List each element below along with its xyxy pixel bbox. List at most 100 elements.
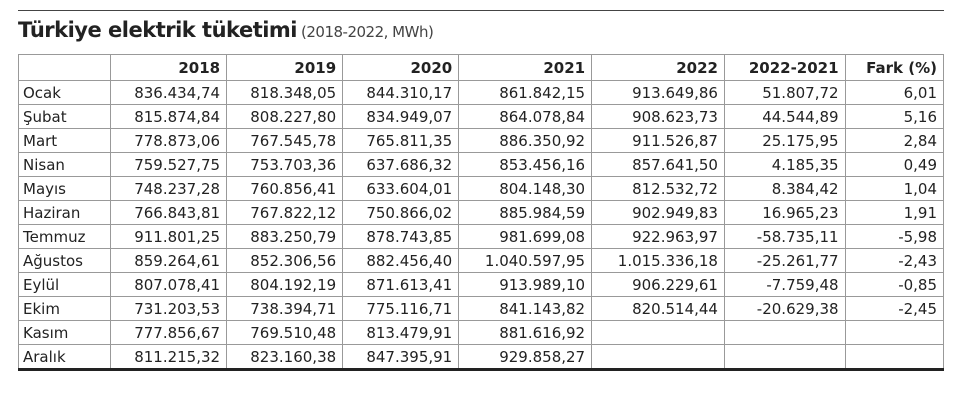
header-row: 2018 2019 2020 2021 2022 2022-2021 Fark (%) xyxy=(18,54,945,81)
cell: 767.545,78 xyxy=(226,128,344,153)
top-rule xyxy=(18,10,944,11)
cell: 5,16 xyxy=(844,104,945,129)
title-block: Türkiye elektrik tüketimi (2018-2022, MWh… xyxy=(18,18,434,42)
title: Türkiye elektrik tüketimi xyxy=(18,18,298,42)
cell: 765.811,35 xyxy=(342,128,460,153)
cell: 777.856,67 xyxy=(109,320,228,345)
cell: 834.949,07 xyxy=(342,104,460,129)
cell: -5,98 xyxy=(844,224,945,249)
cell: 804.148,30 xyxy=(458,176,593,201)
table-row: Ocak 836.434,74 818.348,05 844.310,17 861.84… xyxy=(18,80,945,105)
empty-cell xyxy=(723,320,846,345)
cell: 908.623,73 xyxy=(591,104,725,129)
row-label: Mart xyxy=(18,128,111,153)
cell: 748.237,28 xyxy=(109,176,228,201)
cell: 820.514,44 xyxy=(591,296,725,321)
cell: 738.394,71 xyxy=(226,296,344,321)
column-header: 2018 xyxy=(109,54,228,81)
cell: 852.306,56 xyxy=(226,248,344,273)
table-row: Şubat 815.874,84 808.227,80 834.949,07 864.0… xyxy=(18,104,945,129)
cell: 637.686,32 xyxy=(342,152,460,177)
cell: 1,04 xyxy=(844,176,945,201)
cell: 1,91 xyxy=(844,200,945,225)
cell: 2,84 xyxy=(844,128,945,153)
cell: 823.160,38 xyxy=(226,344,344,370)
cell: 853.456,16 xyxy=(458,152,593,177)
cell: -20.629,38 xyxy=(723,296,846,321)
cell: 44.544,89 xyxy=(723,104,846,129)
cell: 767.822,12 xyxy=(226,200,344,225)
row-label: Aralık xyxy=(18,344,111,370)
cell: 841.143,82 xyxy=(458,296,593,321)
cell: 759.527,75 xyxy=(109,152,228,177)
cell: -2,45 xyxy=(844,296,945,321)
row-label: Ocak xyxy=(18,80,111,105)
cell: -58.735,11 xyxy=(723,224,846,249)
cell: 847.395,91 xyxy=(342,344,460,370)
cell: 8.384,42 xyxy=(723,176,846,201)
cell: 812.532,72 xyxy=(591,176,725,201)
cell: 1.015.336,18 xyxy=(591,248,725,273)
table-row: Haziran 766.843,81 767.822,12 750.866,02 885… xyxy=(18,200,945,225)
cell: 911.526,87 xyxy=(591,128,725,153)
cell: 922.963,97 xyxy=(591,224,725,249)
cell: 731.203,53 xyxy=(109,296,228,321)
empty-cell xyxy=(844,320,945,345)
table-row: Mayıs 748.237,28 760.856,41 633.604,01 804.1… xyxy=(18,176,945,201)
column-header: 2022-2021 xyxy=(723,54,846,81)
cell: 766.843,81 xyxy=(109,200,228,225)
cell: 906.229,61 xyxy=(591,272,725,297)
row-label: Kasım xyxy=(18,320,111,345)
empty-cell xyxy=(591,320,725,345)
row-label: Ekim xyxy=(18,296,111,321)
cell: 981.699,08 xyxy=(458,224,593,249)
cell: 808.227,80 xyxy=(226,104,344,129)
cell: 778.873,06 xyxy=(109,128,228,153)
table-row: Ekim 731.203,53 738.394,71 775.116,71 841.14… xyxy=(18,296,945,321)
table-row: Eylül 807.078,41 804.192,19 871.613,41 913.9… xyxy=(18,272,945,297)
row-label: Şubat xyxy=(18,104,111,129)
cell: 878.743,85 xyxy=(342,224,460,249)
cell: -7.759,48 xyxy=(723,272,846,297)
cell: 911.801,25 xyxy=(109,224,228,249)
cell: 885.984,59 xyxy=(458,200,593,225)
cell: 857.641,50 xyxy=(591,152,725,177)
cell: 929.858,27 xyxy=(458,344,593,370)
cell: 902.949,83 xyxy=(591,200,725,225)
table-row: Nisan 759.527,75 753.703,36 637.686,32 853.4… xyxy=(18,152,945,177)
cell: 913.989,10 xyxy=(458,272,593,297)
cell: 807.078,41 xyxy=(109,272,228,297)
cell: 811.215,32 xyxy=(109,344,228,370)
cell: 0,49 xyxy=(844,152,945,177)
cell: 913.649,86 xyxy=(591,80,725,105)
empty-cell xyxy=(723,344,846,370)
cell: 883.250,79 xyxy=(226,224,344,249)
cell: -2,43 xyxy=(844,248,945,273)
cell: 1.040.597,95 xyxy=(458,248,593,273)
cell: 51.807,72 xyxy=(723,80,846,105)
corner-cell xyxy=(18,54,111,81)
cell: 882.456,40 xyxy=(342,248,460,273)
cell: 760.856,41 xyxy=(226,176,344,201)
cell: 633.604,01 xyxy=(342,176,460,201)
row-label: Nisan xyxy=(18,152,111,177)
cell: 750.866,02 xyxy=(342,200,460,225)
cell: 769.510,48 xyxy=(226,320,344,345)
cell: 818.348,05 xyxy=(226,80,344,105)
cell: 4.185,35 xyxy=(723,152,846,177)
column-header: 2021 xyxy=(458,54,593,81)
cell: 815.874,84 xyxy=(109,104,228,129)
column-header: 2022 xyxy=(591,54,725,81)
table-row: Ağustos 859.264,61 852.306,56 882.456,40 1.0… xyxy=(18,248,945,273)
empty-cell xyxy=(591,344,725,370)
cell: 813.479,91 xyxy=(342,320,460,345)
cell: 6,01 xyxy=(844,80,945,105)
cell: -0,85 xyxy=(844,272,945,297)
row-label: Haziran xyxy=(18,200,111,225)
cell: 871.613,41 xyxy=(342,272,460,297)
cell: -25.261,77 xyxy=(723,248,846,273)
cell: 804.192,19 xyxy=(226,272,344,297)
column-header: 2019 xyxy=(226,54,344,81)
cell: 775.116,71 xyxy=(342,296,460,321)
